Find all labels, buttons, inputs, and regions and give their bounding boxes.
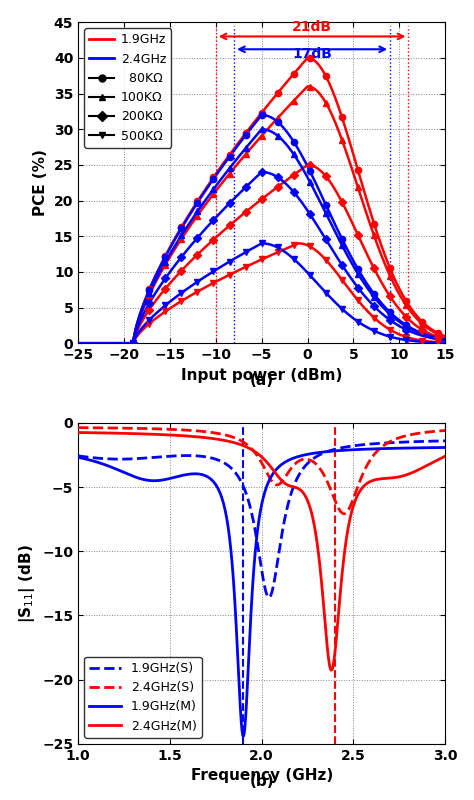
2.4GHz(S): [94, 423, 100, 433]
Line: 1.9GHz(M): 1.9GHz(M): [78, 447, 445, 736]
1.9GHz(S): [244, 491, 250, 501]
1.9GHz(S): [432, 436, 438, 446]
2.4GHz(M): [244, 442, 250, 452]
Legend: 1.9GHz, 2.4GHz,   80KΩ, 100KΩ, 200KΩ, 500KΩ: 1.9GHz, 2.4GHz, 80KΩ, 100KΩ, 200KΩ, 500K…: [84, 29, 171, 148]
1.9GHz(S): [75, 451, 81, 461]
1.9GHz(S): [432, 436, 438, 446]
2.4GHz(S): [254, 450, 259, 459]
Line: 2.4GHz(S): 2.4GHz(S): [78, 428, 445, 514]
X-axis label: Input power (dBm): Input power (dBm): [181, 368, 342, 382]
Text: (a): (a): [250, 373, 273, 388]
X-axis label: Frequency (GHz): Frequency (GHz): [191, 768, 333, 783]
2.4GHz(M): [75, 428, 81, 438]
2.4GHz(M): [442, 451, 448, 461]
2.4GHz(S): [365, 460, 370, 470]
2.4GHz(S): [432, 426, 438, 436]
2.4GHz(M): [432, 457, 438, 466]
2.4GHz(S): [75, 423, 81, 433]
2.4GHz(M): [432, 457, 438, 466]
1.9GHz(S): [266, 593, 272, 602]
1.9GHz(S): [254, 534, 259, 543]
2.4GHz(S): [244, 440, 250, 450]
1.9GHz(M): [442, 442, 448, 452]
Line: 1.9GHz(S): 1.9GHz(S): [78, 441, 445, 598]
Y-axis label: PCE (%): PCE (%): [33, 150, 48, 216]
1.9GHz(S): [365, 439, 370, 449]
1.9GHz(M): [240, 731, 246, 741]
2.4GHz(M): [328, 666, 334, 675]
1.9GHz(M): [75, 453, 81, 462]
1.9GHz(M): [365, 444, 370, 454]
1.9GHz(S): [442, 436, 448, 446]
1.9GHz(M): [432, 443, 438, 453]
1.9GHz(M): [94, 458, 100, 467]
1.9GHz(M): [244, 687, 250, 697]
2.4GHz(S): [341, 509, 347, 518]
1.9GHz(S): [94, 454, 100, 463]
1.9GHz(M): [254, 532, 260, 542]
Line: 2.4GHz(M): 2.4GHz(M): [78, 433, 445, 670]
Text: 17dB: 17dB: [292, 47, 332, 62]
1.9GHz(M): [432, 442, 438, 452]
2.4GHz(M): [254, 448, 259, 458]
2.4GHz(S): [432, 426, 438, 436]
Y-axis label: |S$_{11}$| (dB): |S$_{11}$| (dB): [17, 544, 36, 622]
Text: 21dB: 21dB: [292, 20, 332, 34]
2.4GHz(S): [442, 426, 448, 435]
2.4GHz(M): [365, 478, 370, 488]
Text: (b): (b): [249, 774, 274, 789]
Legend: 1.9GHz(S), 2.4GHz(S), 1.9GHz(M), 2.4GHz(M): 1.9GHz(S), 2.4GHz(S), 1.9GHz(M), 2.4GHz(…: [84, 657, 201, 738]
2.4GHz(M): [94, 428, 100, 438]
